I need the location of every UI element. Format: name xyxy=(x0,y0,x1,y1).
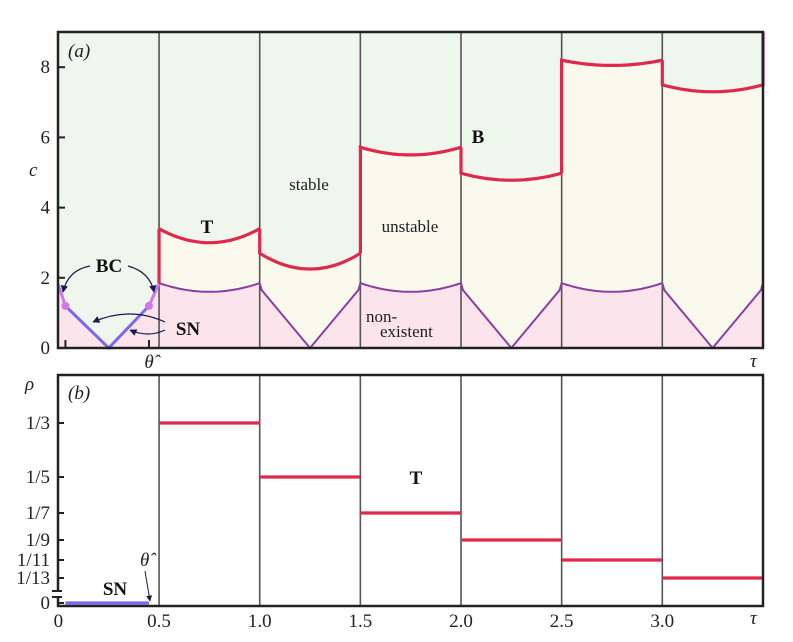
torus-bifurcation-curve xyxy=(358,145,462,254)
rotation-number-segments xyxy=(65,421,763,605)
existence-boundary-curve xyxy=(158,282,261,293)
annotation-SN: SN xyxy=(176,319,201,340)
torus-bifurcation-curve xyxy=(559,58,663,174)
region-label-unstable: unstable xyxy=(382,217,439,236)
x-tick-label: 3.0 xyxy=(650,611,674,632)
annotation-B: B xyxy=(472,127,485,148)
unstable-region xyxy=(561,60,663,292)
torus-bifurcation-curve xyxy=(459,147,563,182)
y-tick-label: 1/5 xyxy=(26,467,50,488)
annotation-T-b: T xyxy=(410,468,423,489)
panel-a-frame xyxy=(56,30,765,350)
y-tick-label: 1/11 xyxy=(17,550,50,571)
panel-a: 0 2 4 6 8 θ̂ (a) c τ stable unstable non- exi… xyxy=(29,30,765,373)
bc-arrow-left xyxy=(60,265,91,293)
y-tick-label: 2 xyxy=(41,268,51,289)
y-tick-label: 0 xyxy=(41,338,51,359)
annotation-T: T xyxy=(201,217,214,238)
y-tick-label: 6 xyxy=(41,127,51,148)
axis-break-gap xyxy=(52,591,62,597)
theta-hat-arrow xyxy=(144,570,153,602)
annotation-BC: BC xyxy=(96,256,122,277)
panel-b: 0 1/131/111/9 1/7 1/5 1/3 0 0.5 1.0 1.5 2.0 2.5 3.0… xyxy=(16,373,765,632)
unstable-region xyxy=(159,228,260,292)
nonexistent-region xyxy=(461,283,562,348)
y-axis-label-rho: ρ xyxy=(24,374,34,395)
y-tick-label: 1/13 xyxy=(16,568,50,589)
sn-arrow-right xyxy=(129,329,166,336)
bc-point xyxy=(144,301,153,310)
region-fills xyxy=(58,32,763,349)
unstable-region xyxy=(259,253,361,348)
bc-arrow-right xyxy=(127,265,157,293)
y-tick-label: 0 xyxy=(41,593,51,614)
torus-bifurcation-curve xyxy=(258,228,362,271)
stable-region xyxy=(159,32,260,243)
border-collision-curve xyxy=(147,282,161,307)
y-tick-label: 1/7 xyxy=(26,503,50,524)
nonexistent-region xyxy=(662,283,763,348)
interval-separators-b xyxy=(158,375,664,606)
sn-arrow-left xyxy=(92,313,166,323)
nonexistent-region xyxy=(561,283,663,348)
torus-bifurcation-curve xyxy=(158,227,261,245)
x-tick-label: 1.5 xyxy=(348,611,372,632)
y-axis-label-c: c xyxy=(29,160,38,181)
annotation-SN-b: SN xyxy=(103,579,128,600)
x-tick-label: 0.5 xyxy=(147,611,171,632)
stable-region xyxy=(58,32,160,348)
torus-bifurcation-curve xyxy=(660,32,765,94)
stable-region xyxy=(360,32,461,155)
region-label-nonexistent-2: existent xyxy=(380,322,433,341)
existence-boundary-curve xyxy=(561,282,663,293)
unstable-region xyxy=(461,173,562,348)
panel-b-frame xyxy=(56,373,765,608)
panel-b-label: (b) xyxy=(68,383,90,404)
unstable-region xyxy=(360,147,461,292)
x-tick-label: 2.0 xyxy=(449,611,473,632)
boundary-curves xyxy=(56,32,765,351)
existence-boundary-curve xyxy=(360,282,462,293)
x-axis-label-tau-a: τ xyxy=(750,351,758,372)
stable-region xyxy=(259,32,361,269)
bc-point xyxy=(61,301,70,310)
unstable-region xyxy=(662,84,763,349)
stable-region xyxy=(662,32,763,92)
panel-a-label: (a) xyxy=(68,41,90,62)
stable-region xyxy=(561,32,663,66)
x-tick-label: 2.5 xyxy=(550,611,574,632)
stable-region xyxy=(461,32,562,181)
x-tick-label-theta-hat: θ̂ xyxy=(144,352,161,373)
nonexistent-region xyxy=(259,283,361,348)
annotation-theta-hat-b: θ̂ xyxy=(140,550,157,571)
nonexistent-region xyxy=(159,283,260,348)
region-label-stable: stable xyxy=(289,175,329,194)
x-tick-label: 0 xyxy=(54,611,64,632)
region-label-nonexistent-1: non- xyxy=(366,307,398,326)
y-tick-label: 8 xyxy=(41,57,51,78)
x-tick-label: 1.0 xyxy=(248,611,272,632)
panel-b-ticks: 0 1/131/111/9 1/7 1/5 1/3 0 0.5 1.0 1.5 2.0 2.5 3.0 xyxy=(16,413,674,632)
y-tick-label: 1/9 xyxy=(26,530,50,551)
nonexistent-region xyxy=(360,283,461,348)
y-tick-label: 1/3 xyxy=(26,413,50,434)
y-tick-label: 4 xyxy=(41,198,51,219)
x-axis-label-tau-b: τ xyxy=(750,608,758,629)
